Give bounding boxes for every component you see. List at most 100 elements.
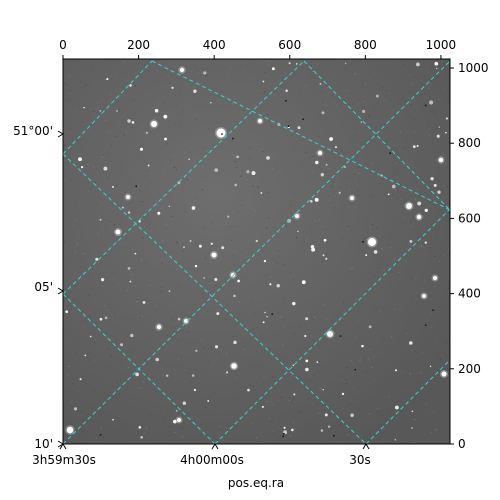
- noise-pixel: [309, 370, 311, 372]
- noise-pixel: [368, 115, 370, 117]
- noise-pixel: [328, 317, 330, 319]
- noise-pixel: [396, 71, 398, 73]
- star: [262, 321, 265, 324]
- noise-pixel: [413, 119, 415, 121]
- star: [319, 82, 322, 85]
- noise-pixel: [319, 412, 321, 414]
- noise-pixel: [194, 198, 196, 200]
- noise-pixel: [123, 134, 125, 136]
- noise-pixel: [252, 185, 254, 187]
- noise-pixel: [106, 329, 108, 331]
- star: [189, 240, 192, 242]
- noise-pixel: [431, 237, 433, 239]
- dark-speck: [287, 125, 290, 127]
- noise-pixel: [415, 371, 417, 373]
- noise-pixel: [252, 232, 254, 234]
- star: [309, 199, 313, 203]
- noise-pixel: [102, 105, 104, 107]
- noise-pixel: [382, 269, 384, 271]
- noise-pixel: [426, 286, 428, 288]
- noise-pixel: [250, 302, 252, 303]
- noise-pixel: [436, 148, 438, 150]
- noise-pixel: [354, 173, 356, 175]
- noise-pixel: [205, 175, 207, 177]
- sky-background: [63, 59, 450, 444]
- noise-pixel: [364, 124, 366, 126]
- noise-pixel: [98, 197, 100, 199]
- noise-pixel: [165, 94, 166, 95]
- noise-pixel: [296, 194, 298, 195]
- dark-speck: [362, 241, 364, 243]
- noise-pixel: [440, 359, 442, 361]
- noise-pixel: [186, 242, 188, 244]
- star: [433, 183, 437, 187]
- noise-pixel: [298, 425, 300, 427]
- star: [175, 410, 178, 412]
- noise-pixel: [324, 242, 325, 244]
- noise-pixel: [295, 130, 297, 132]
- noise-pixel: [300, 399, 302, 401]
- noise-pixel: [406, 332, 408, 334]
- noise-pixel: [179, 94, 180, 96]
- noise-pixel: [150, 413, 152, 415]
- noise-pixel: [160, 428, 162, 430]
- dec-tick-label: 05': [34, 280, 53, 294]
- noise-pixel: [381, 339, 383, 341]
- noise-pixel: [251, 208, 253, 210]
- noise-pixel: [135, 149, 137, 150]
- noise-pixel: [230, 225, 232, 227]
- noise-pixel: [381, 353, 383, 355]
- noise-pixel: [266, 326, 268, 328]
- noise-pixel: [121, 318, 123, 319]
- noise-pixel: [346, 366, 347, 368]
- noise-pixel: [179, 122, 181, 124]
- noise-pixel: [316, 412, 318, 414]
- noise-pixel: [155, 391, 157, 393]
- noise-pixel: [80, 266, 82, 268]
- noise-pixel: [171, 422, 173, 424]
- noise-pixel: [357, 441, 359, 443]
- noise-pixel: [320, 387, 322, 389]
- noise-pixel: [171, 216, 173, 217]
- noise-pixel: [333, 67, 335, 68]
- noise-pixel: [346, 382, 348, 384]
- noise-pixel: [219, 280, 221, 282]
- noise-pixel: [238, 301, 240, 303]
- noise-pixel: [143, 362, 145, 364]
- noise-pixel: [346, 199, 347, 201]
- star: [147, 164, 150, 167]
- noise-pixel: [405, 326, 407, 328]
- noise-pixel: [217, 67, 219, 69]
- noise-pixel: [425, 402, 427, 404]
- noise-pixel: [105, 120, 107, 122]
- noise-pixel: [312, 171, 314, 173]
- star: [210, 102, 212, 104]
- noise-pixel: [289, 430, 290, 432]
- star: [318, 151, 322, 155]
- noise-pixel: [150, 128, 152, 130]
- noise-pixel: [314, 233, 316, 235]
- noise-pixel: [343, 382, 345, 384]
- noise-pixel: [202, 228, 204, 230]
- noise-pixel: [327, 268, 329, 270]
- noise-pixel: [326, 318, 327, 320]
- star: [155, 357, 159, 362]
- noise-pixel: [226, 75, 228, 77]
- noise-pixel: [394, 308, 396, 310]
- noise-pixel: [300, 213, 302, 215]
- star: [66, 426, 74, 434]
- noise-pixel: [299, 164, 301, 166]
- noise-pixel: [433, 382, 435, 384]
- noise-pixel: [279, 304, 281, 306]
- noise-pixel: [426, 410, 428, 412]
- star: [325, 163, 328, 166]
- noise-pixel: [96, 103, 98, 105]
- star: [322, 389, 324, 391]
- noise-pixel: [423, 266, 425, 268]
- noise-pixel: [150, 59, 152, 61]
- noise-pixel: [344, 191, 345, 193]
- noise-pixel: [202, 101, 204, 103]
- noise-pixel: [364, 106, 365, 108]
- star: [305, 359, 309, 363]
- noise-pixel: [420, 149, 422, 151]
